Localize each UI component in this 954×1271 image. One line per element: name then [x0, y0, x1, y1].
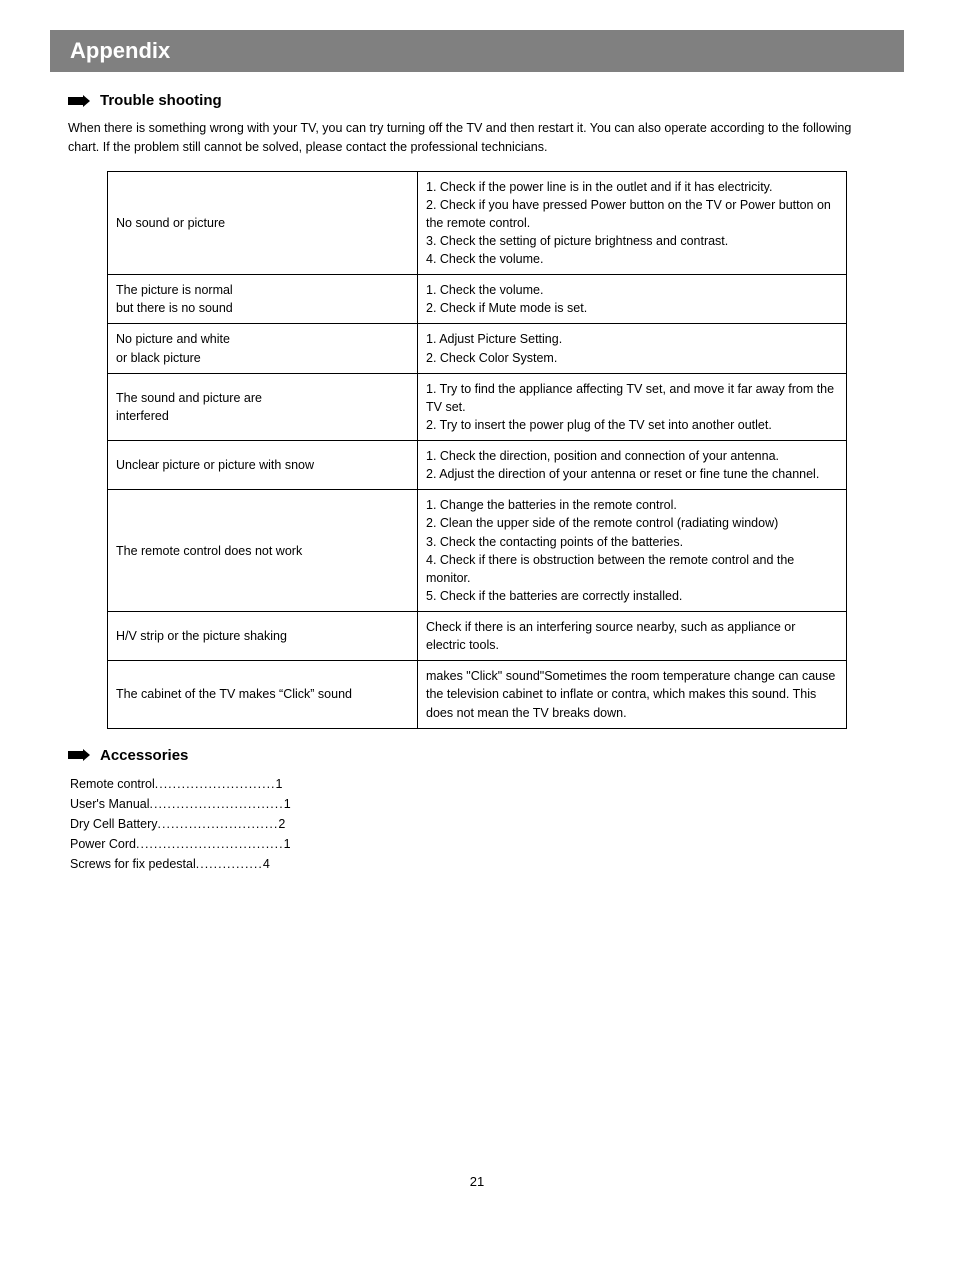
table-row: The sound and picture are interfered1. T… — [108, 373, 847, 440]
solution-cell: 1. Check if the power line is in the out… — [418, 171, 847, 275]
solution-cell: 1. Adjust Picture Setting. 2. Check Colo… — [418, 324, 847, 373]
accessories-heading: Accessories — [68, 747, 904, 764]
trouble-tbody: No sound or picture1. Check if the power… — [108, 171, 847, 728]
accessories-list: Remote control..........................… — [70, 774, 904, 874]
problem-cell: The picture is normal but there is no so… — [108, 275, 418, 324]
accessory-label: Remote control — [70, 774, 155, 794]
accessory-label: Screws for fix pedestal — [70, 854, 196, 874]
table-row: No picture and white or black picture1. … — [108, 324, 847, 373]
solution-cell: 1. Check the volume. 2. Check if Mute mo… — [418, 275, 847, 324]
solution-cell: 1. Try to find the appliance affecting T… — [418, 373, 847, 440]
accessory-label: User's Manual — [70, 794, 150, 814]
table-row: No sound or picture1. Check if the power… — [108, 171, 847, 275]
solution-cell: makes "Click" sound"Sometimes the room t… — [418, 661, 847, 728]
accessory-item: Dry Cell Battery........................… — [70, 814, 904, 834]
solution-cell: Check if there is an interfering source … — [418, 612, 847, 661]
accessory-qty: 1 — [284, 794, 291, 814]
accessory-dots: ........................... — [155, 774, 276, 794]
appendix-header: Appendix — [50, 30, 904, 72]
accessory-dots: ........................... — [158, 814, 279, 834]
appendix-title: Appendix — [70, 38, 170, 63]
accessory-item: Remote control..........................… — [70, 774, 904, 794]
arrow-icon — [68, 95, 90, 107]
problem-cell: The cabinet of the TV makes “Click” soun… — [108, 661, 418, 728]
problem-cell: The remote control does not work — [108, 490, 418, 612]
trouble-intro: When there is something wrong with your … — [68, 119, 886, 157]
accessory-qty: 2 — [278, 814, 285, 834]
solution-cell: 1. Change the batteries in the remote co… — [418, 490, 847, 612]
accessory-item: Power Cord..............................… — [70, 834, 904, 854]
problem-cell: No picture and white or black picture — [108, 324, 418, 373]
accessory-label: Dry Cell Battery — [70, 814, 158, 834]
page-number: 21 — [50, 1174, 904, 1189]
table-row: The picture is normal but there is no so… — [108, 275, 847, 324]
problem-cell: No sound or picture — [108, 171, 418, 275]
problem-cell: H/V strip or the picture shaking — [108, 612, 418, 661]
trouble-heading-text: Trouble shooting — [100, 92, 222, 109]
problem-cell: The sound and picture are interfered — [108, 373, 418, 440]
table-row: The remote control does not work1. Chang… — [108, 490, 847, 612]
trouble-table: No sound or picture1. Check if the power… — [107, 171, 847, 729]
accessory-item: User's Manual...........................… — [70, 794, 904, 814]
table-row: H/V strip or the picture shakingCheck if… — [108, 612, 847, 661]
accessory-dots: .............................. — [150, 794, 284, 814]
accessory-qty: 1 — [276, 774, 283, 794]
accessory-dots: ................................. — [136, 834, 284, 854]
accessories-heading-text: Accessories — [100, 747, 188, 764]
accessory-item: Screws for fix pedestal...............4 — [70, 854, 904, 874]
problem-cell: Unclear picture or picture with snow — [108, 441, 418, 490]
table-row: The cabinet of the TV makes “Click” soun… — [108, 661, 847, 728]
trouble-shooting-heading: Trouble shooting — [68, 92, 904, 109]
accessory-label: Power Cord — [70, 834, 136, 854]
accessory-qty: 1 — [284, 834, 291, 854]
table-row: Unclear picture or picture with snow1. C… — [108, 441, 847, 490]
solution-cell: 1. Check the direction, position and con… — [418, 441, 847, 490]
accessory-qty: 4 — [263, 854, 270, 874]
accessory-dots: ............... — [196, 854, 263, 874]
arrow-icon — [68, 749, 90, 761]
